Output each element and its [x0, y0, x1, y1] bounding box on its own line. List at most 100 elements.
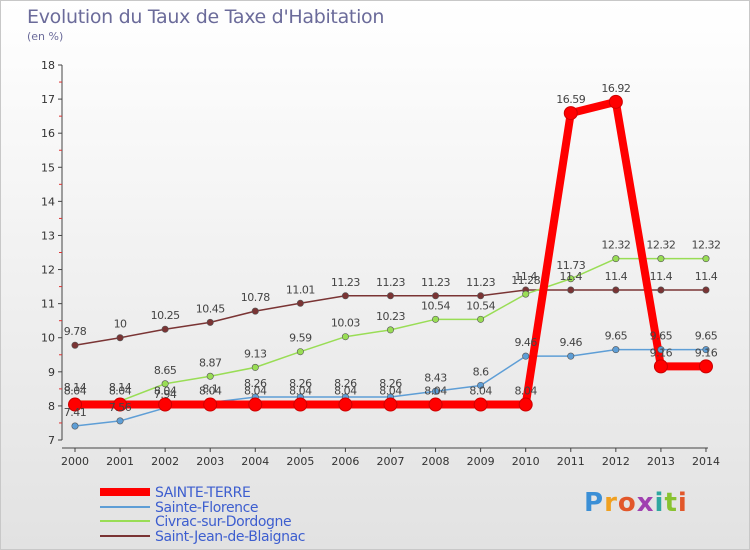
series-point [518, 397, 533, 412]
series-line-0 [71, 97, 710, 409]
data-label: 8.04 [469, 385, 492, 398]
data-label: 11.23 [376, 276, 405, 289]
series-point [296, 348, 304, 356]
data-label: 9.59 [289, 332, 312, 345]
data-label: 11.23 [331, 276, 360, 289]
logo-letter: o [617, 488, 637, 518]
x-tick-label: 2009 [467, 455, 495, 468]
y-tick-label: 10 [41, 332, 55, 345]
series-point [206, 318, 214, 326]
data-label: 9.65 [605, 330, 628, 343]
data-label: 10.54 [421, 299, 450, 312]
series-point [116, 417, 124, 425]
logo-letter: P [584, 488, 605, 518]
data-label: 10.25 [151, 309, 180, 322]
series-point [293, 397, 308, 412]
data-label: 8.04 [154, 385, 177, 398]
data-label: 11.4 [695, 270, 718, 283]
series-point [341, 292, 349, 300]
series-point [612, 286, 620, 294]
data-label: 11.4 [650, 270, 673, 283]
logo-letter: t [664, 488, 678, 518]
y-tick-label: 18 [41, 59, 55, 72]
x-tick-label: 2010 [512, 455, 540, 468]
series-point [702, 286, 710, 294]
data-label: 10.78 [241, 291, 270, 304]
data-label: 8.26 [379, 377, 402, 390]
x-tick-label: 2005 [286, 455, 314, 468]
data-label: 10.54 [466, 299, 495, 312]
data-label: 10 [114, 318, 127, 331]
y-tick-label: 11 [41, 298, 55, 311]
series-point [608, 94, 623, 109]
data-label: 11.4 [560, 270, 583, 283]
y-tick-label: 16 [41, 127, 55, 140]
series-point [251, 363, 259, 371]
series-point [206, 372, 214, 380]
data-label: 9.16 [695, 346, 718, 359]
x-tick-label: 2013 [647, 455, 675, 468]
data-label: 16.59 [556, 93, 585, 106]
data-label: 8.04 [424, 385, 447, 398]
data-label: 8.04 [289, 385, 312, 398]
series-point [522, 290, 530, 298]
data-label: 10.23 [376, 310, 405, 323]
legend-label: Civrac-sur-Dordogne [155, 514, 292, 530]
series-point [563, 106, 578, 121]
data-label: 11.28 [511, 274, 540, 287]
legend-swatch [100, 534, 150, 537]
x-tick-label: 2001 [106, 455, 134, 468]
data-label: 9.78 [64, 325, 87, 338]
legend-swatch [100, 505, 150, 508]
data-label: 7.94 [154, 388, 177, 401]
data-label: 8.6 [473, 365, 489, 378]
series-point [567, 275, 575, 283]
data-label: 11.73 [556, 259, 585, 272]
data-label: 10.45 [196, 302, 225, 315]
series-point [567, 352, 575, 360]
x-tick-label: 2000 [61, 455, 89, 468]
x-tick-label: 2007 [376, 455, 404, 468]
data-label: 8.04 [379, 385, 402, 398]
series-point [657, 346, 665, 354]
series-point [386, 326, 394, 334]
chart-axes: 7 8 9 10 11 12 13 14 15 16 17 18 2000 2001 2002 2003 200… [41, 59, 720, 468]
y-tick-label: 7 [48, 434, 55, 447]
series-point [338, 397, 353, 412]
data-label: 10.03 [331, 317, 360, 330]
data-label: 9.65 [695, 330, 718, 343]
x-tick-label: 2008 [422, 455, 450, 468]
data-label: 8.1 [202, 383, 218, 396]
series-point [477, 381, 485, 389]
series-point [698, 359, 713, 374]
series-point [248, 397, 263, 412]
series-point [158, 397, 173, 412]
series-point [612, 346, 620, 354]
logo-letter: x [636, 488, 655, 518]
y-tick-label: 17 [41, 93, 55, 106]
y-tick-label: 14 [41, 195, 55, 208]
y-tick-label: 8 [48, 400, 55, 413]
data-label: 12.32 [601, 239, 630, 252]
series-point [161, 325, 169, 333]
series-point [71, 422, 79, 430]
data-label: 8.65 [154, 364, 177, 377]
series-points [68, 94, 713, 430]
data-label: 9.13 [244, 347, 267, 360]
series-point [432, 387, 440, 395]
data-label: 11.4 [605, 270, 628, 283]
series-point [386, 292, 394, 300]
data-label: 11.23 [466, 276, 495, 289]
data-label: 8.14 [109, 381, 132, 394]
series-point [653, 359, 668, 374]
logo-letter: r [604, 488, 618, 518]
data-label: 8.26 [334, 377, 357, 390]
series-point [383, 397, 398, 412]
data-label: 8.43 [424, 371, 447, 384]
data-label: 7.56 [109, 401, 132, 414]
data-label: 12.32 [646, 239, 675, 252]
series-point [296, 299, 304, 307]
chart-title: Evolution du Taux de Taxe d'Habitation [27, 6, 385, 28]
series-point [161, 380, 169, 388]
data-label: 12.32 [691, 239, 720, 252]
